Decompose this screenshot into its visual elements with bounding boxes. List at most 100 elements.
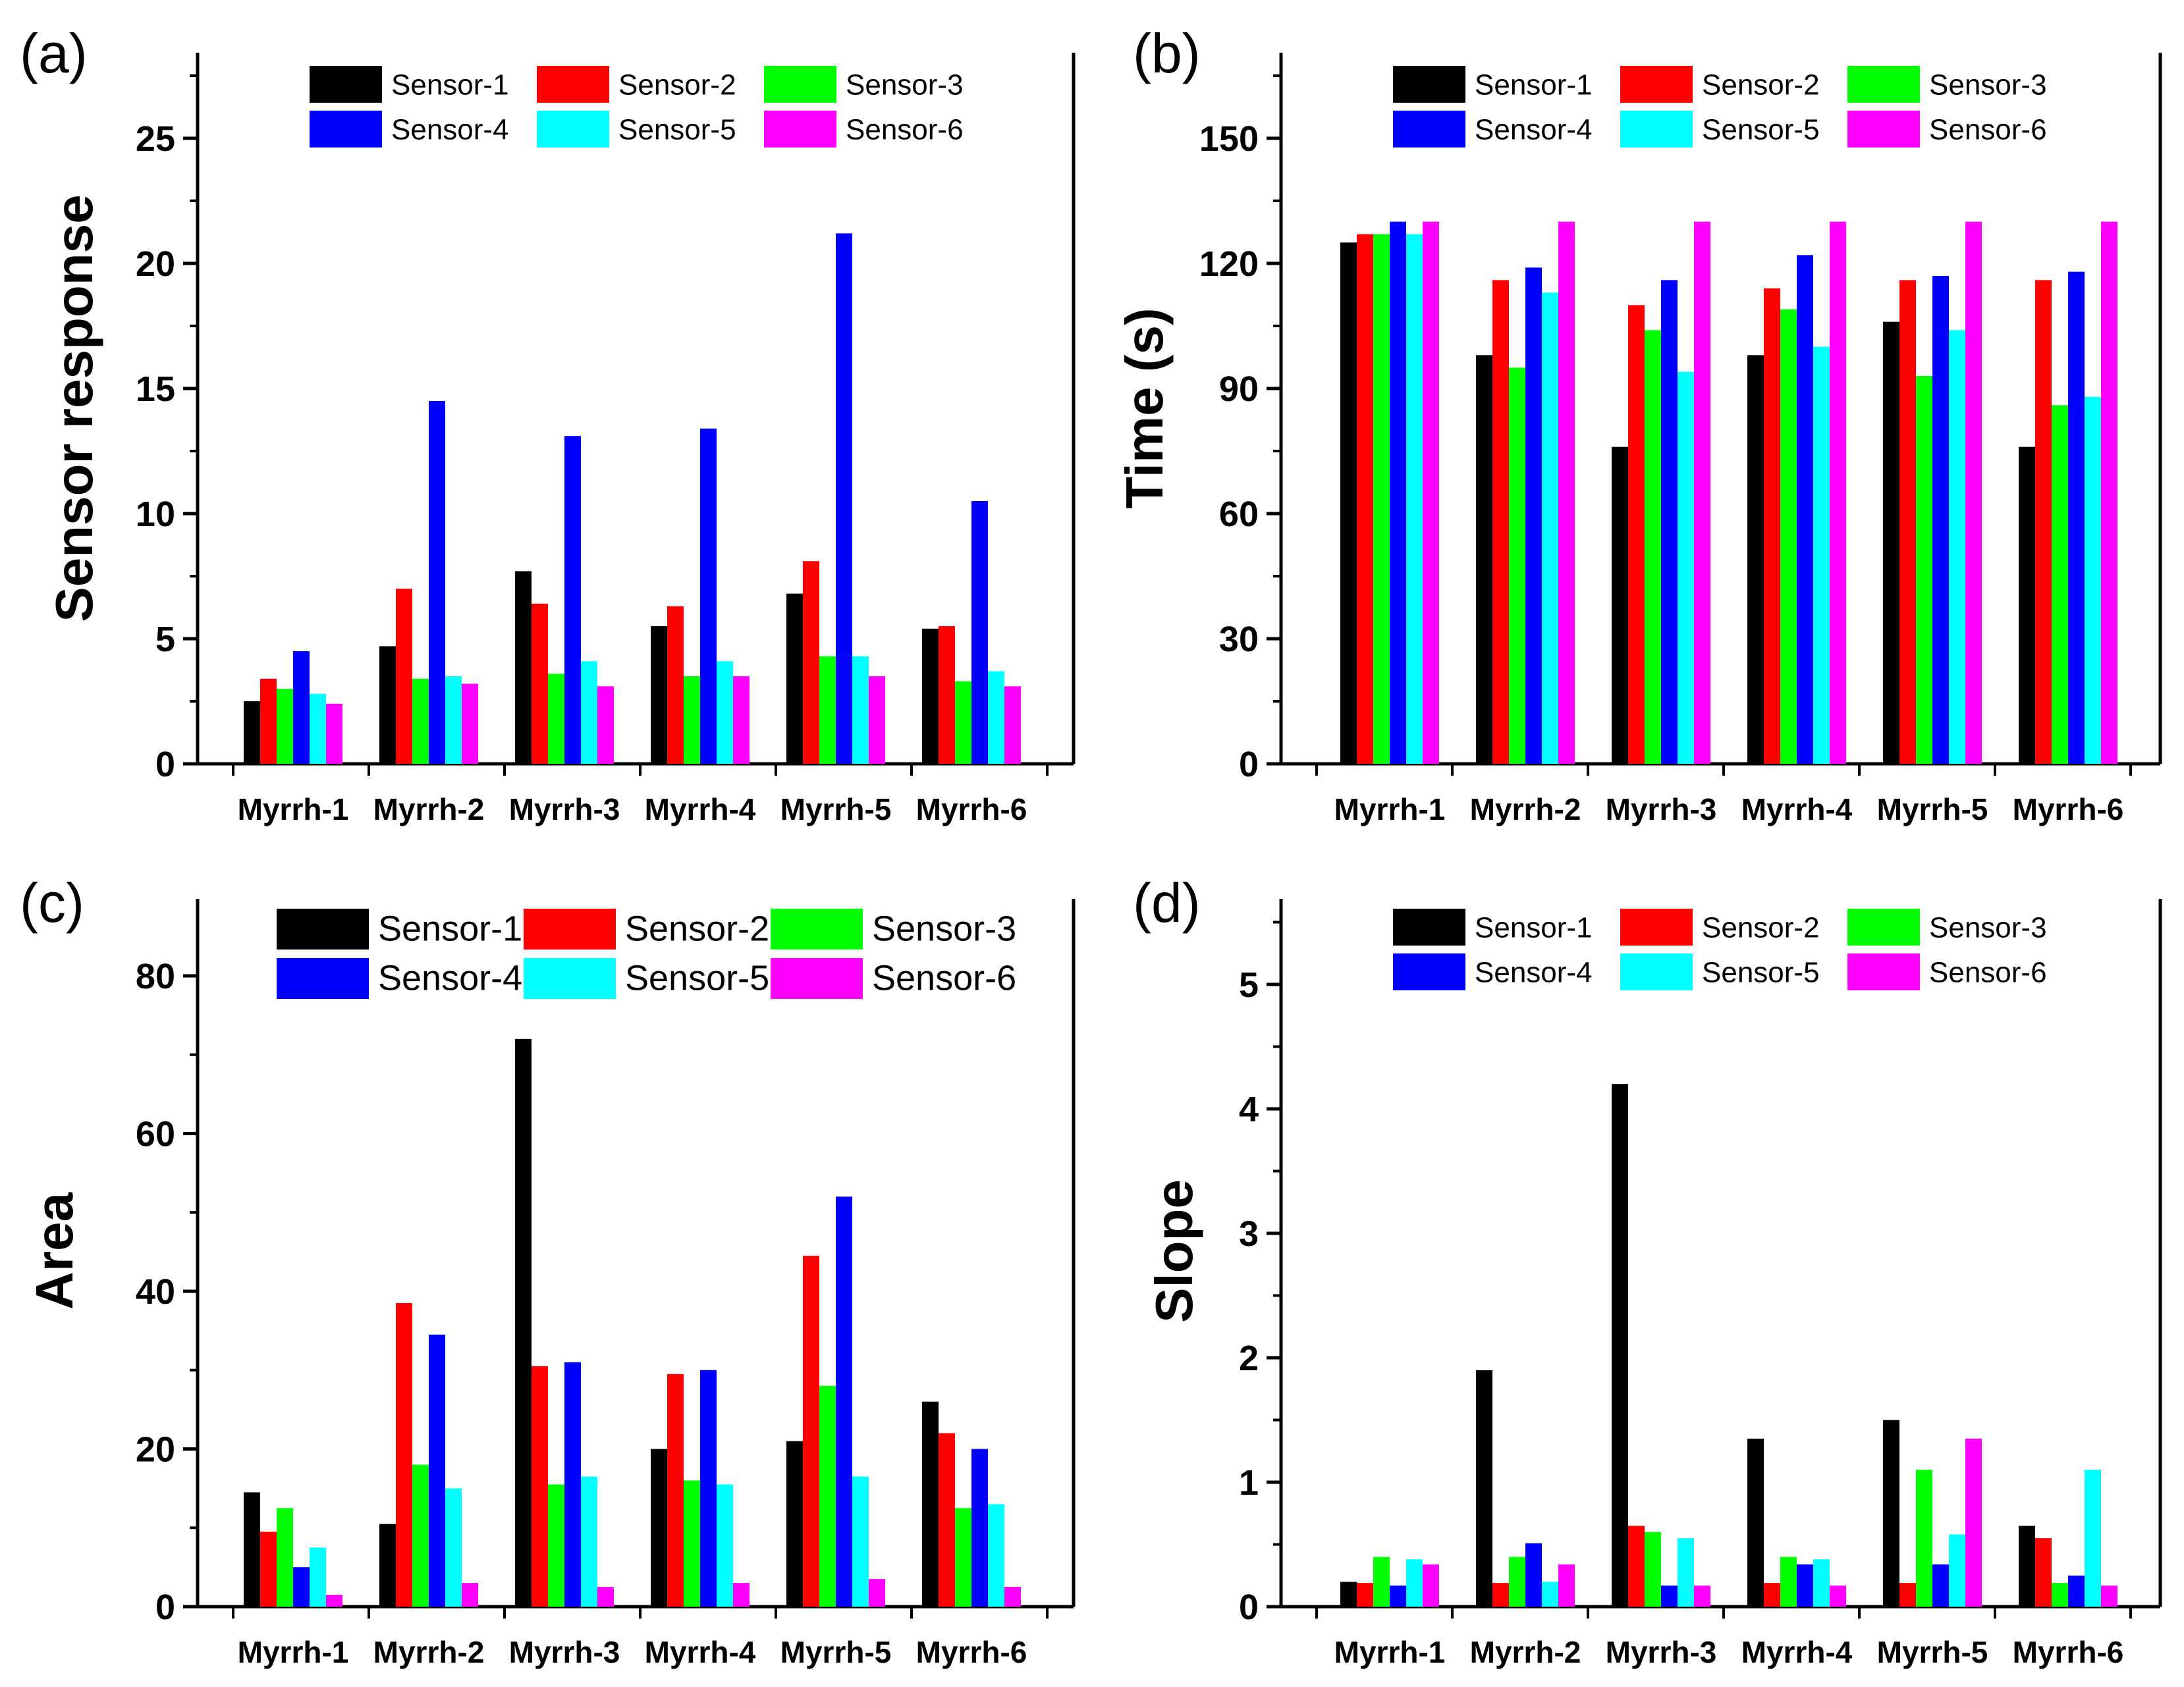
bar-sensor-4-myrrh-6	[971, 501, 988, 764]
bar-sensor-2-myrrh-5	[1899, 1583, 1916, 1607]
legend-swatch-sensor-6	[771, 958, 863, 999]
bar-sensor-1-myrrh-6	[922, 628, 939, 764]
bar-sensor-5-myrrh-1	[1406, 1559, 1423, 1607]
bar-sensor-1-myrrh-1	[1340, 242, 1357, 764]
bar-sensor-2-myrrh-2	[1492, 1583, 1509, 1607]
legend-label-sensor-5: Sensor-5	[618, 114, 736, 146]
panel-a-plot: 0 5 10 15 20 25 Myrrh-1 Myrrh-2 Myrrh-3 Myrrh-4 My…	[136, 53, 1076, 826]
bar-sensor-1-myrrh-1	[244, 701, 260, 764]
panel-d-label: (d)	[1133, 872, 1201, 934]
bar-sensor-3-myrrh-2	[412, 1464, 429, 1607]
y-tick-label: 3	[1239, 1214, 1259, 1254]
legend-swatch-sensor-3	[1847, 66, 1920, 103]
legend-swatch-sensor-5	[537, 111, 609, 147]
y-tick-label: 30	[1219, 620, 1259, 659]
legend-label-sensor-1: Sensor-1	[1475, 69, 1593, 101]
legend-label-sensor-4: Sensor-4	[1475, 957, 1593, 989]
panel-c-plot: 0 20 40 60 80 Myrrh-1 Myrrh-2 Myrrh-3 Myrrh-4 Myr…	[136, 899, 1076, 1669]
legend-label-sensor-1: Sensor-1	[391, 69, 509, 101]
y-tick-label: 90	[1219, 369, 1259, 409]
bar-sensor-3-myrrh-5	[819, 656, 836, 764]
legend-swatch-sensor-3	[1847, 909, 1920, 946]
bar-sensor-3-myrrh-3	[548, 674, 564, 764]
bar-sensor-6-myrrh-2	[1558, 221, 1575, 764]
y-tick-label: 0	[1239, 745, 1259, 784]
bar-sensor-3-myrrh-5	[1916, 376, 1932, 764]
legend-swatch-sensor-5	[524, 958, 616, 999]
bar-sensor-5-myrrh-6	[988, 671, 1004, 764]
legend-swatch-sensor-2	[1620, 909, 1693, 946]
bar-sensor-1-myrrh-2	[379, 1524, 396, 1607]
x-tick-label: Myrrh-4	[1741, 792, 1853, 826]
bar-sensor-3-myrrh-2	[1509, 1557, 1525, 1607]
legend-label-sensor-5: Sensor-5	[1702, 957, 1820, 989]
bar-sensor-2-myrrh-6	[2035, 280, 2052, 764]
bar-sensor-4-myrrh-4	[1797, 1564, 1813, 1607]
bar-sensor-1-myrrh-5	[786, 1441, 803, 1607]
bar-sensor-6-myrrh-6	[2101, 1585, 2117, 1607]
panel-c-label: (c)	[20, 872, 84, 934]
bar-sensor-3-myrrh-4	[1780, 1557, 1797, 1607]
bar-sensor-2-myrrh-4	[1764, 288, 1780, 764]
legend-label-sensor-6: Sensor-6	[872, 958, 1016, 998]
bar-sensor-6-myrrh-1	[1423, 1564, 1439, 1607]
bar-sensor-6-myrrh-3	[1694, 1585, 1710, 1607]
panel-b-label: (b)	[1133, 22, 1201, 84]
legend-swatch-sensor-3	[771, 909, 863, 950]
panel-a-label: (a)	[20, 22, 88, 84]
bar-sensor-4-myrrh-3	[564, 1362, 581, 1607]
bar-sensor-1-myrrh-1	[1340, 1582, 1357, 1607]
legend-label-sensor-3: Sensor-3	[846, 69, 964, 101]
y-tick-label: 25	[136, 119, 175, 159]
bar-sensor-6-myrrh-3	[1694, 221, 1710, 764]
bar-sensor-4-myrrh-1	[293, 651, 310, 764]
bar-sensor-3-myrrh-6	[955, 1508, 971, 1607]
legend-label-sensor-3: Sensor-3	[1929, 912, 2047, 944]
bar-sensor-6-myrrh-2	[1558, 1564, 1575, 1607]
bar-sensor-2-myrrh-6	[2035, 1538, 2052, 1607]
bar-sensor-2-myrrh-4	[667, 606, 684, 764]
bar-sensor-2-myrrh-1	[260, 1532, 277, 1607]
bar-sensor-6-myrrh-5	[869, 1579, 885, 1607]
bar-sensor-1-myrrh-5	[1883, 321, 1899, 764]
bar-sensor-1-myrrh-3	[1612, 1084, 1628, 1607]
legend-swatch-sensor-6	[1847, 111, 1920, 147]
bar-sensor-6-myrrh-3	[597, 686, 614, 764]
bar-sensor-1-myrrh-1	[244, 1492, 260, 1607]
legend-swatch-sensor-4	[310, 111, 382, 147]
legend-label-sensor-5: Sensor-5	[1702, 114, 1820, 146]
legend-label-sensor-2: Sensor-2	[1702, 69, 1820, 101]
x-tick-label: Myrrh-6	[2013, 1635, 2124, 1669]
bar-sensor-6-myrrh-1	[326, 703, 342, 764]
bar-sensor-1-myrrh-2	[1476, 1370, 1492, 1607]
panel-d-ylabel: Slope	[1145, 1179, 1203, 1323]
bar-sensor-4-myrrh-1	[1390, 221, 1406, 764]
legend-swatch-sensor-3	[764, 66, 836, 103]
legend-swatch-sensor-1	[1393, 66, 1465, 103]
bar-sensor-1-myrrh-3	[1612, 446, 1628, 764]
bar-sensor-2-myrrh-5	[1899, 280, 1916, 764]
bar-sensor-5-myrrh-4	[1813, 346, 1830, 764]
y-tick-label: 2	[1239, 1339, 1259, 1378]
x-tick-label: Myrrh-1	[1334, 792, 1446, 826]
bar-sensor-2-myrrh-3	[532, 603, 548, 764]
panel-d-plot: 0 1 2 3 4 5 Myrrh-1 Myrrh-2 Myrrh-3 Myrrh-4 Myrrh-…	[1239, 899, 2162, 1669]
bar-sensor-6-myrrh-4	[733, 1583, 750, 1607]
bar-sensor-2-myrrh-4	[667, 1374, 684, 1607]
y-tick-label: 150	[1199, 119, 1259, 159]
x-tick-label: Myrrh-3	[509, 792, 620, 826]
bar-sensor-4-myrrh-2	[429, 1334, 445, 1607]
bar-sensor-5-myrrh-2	[1542, 292, 1558, 764]
bar-sensor-3-myrrh-6	[2052, 1583, 2068, 1607]
legend-label-sensor-4: Sensor-4	[1475, 114, 1593, 146]
bar-sensor-5-myrrh-3	[581, 661, 597, 764]
legend-label-sensor-2: Sensor-2	[1702, 912, 1820, 944]
bar-sensor-4-myrrh-3	[564, 436, 581, 764]
bar-sensor-6-myrrh-1	[326, 1595, 342, 1607]
bar-sensor-1-myrrh-3	[515, 571, 532, 764]
legend-swatch-sensor-2	[1620, 66, 1693, 103]
legend-swatch-sensor-1	[277, 909, 369, 950]
legend-swatch-sensor-5	[1620, 953, 1693, 990]
bar-sensor-6-myrrh-5	[1965, 221, 1982, 764]
bar-sensor-6-myrrh-2	[462, 683, 478, 764]
